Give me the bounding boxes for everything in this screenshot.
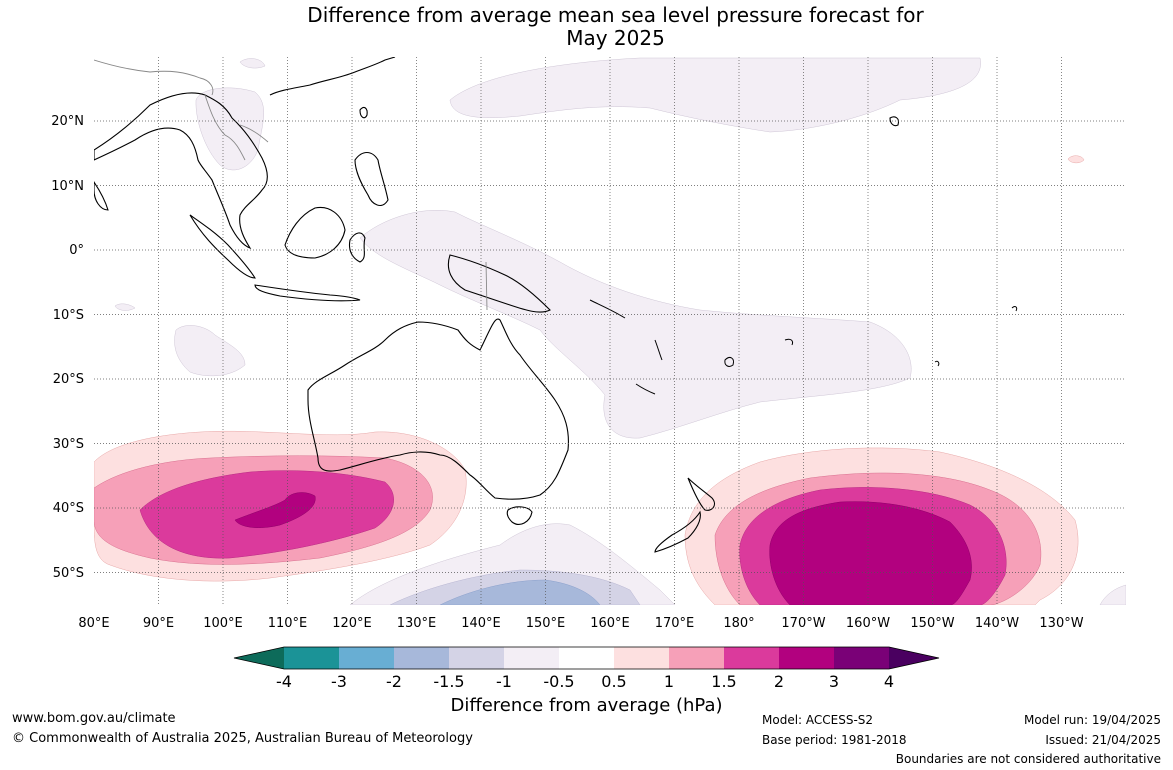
new-guinea-coastline xyxy=(447,254,551,313)
philippines-coastline xyxy=(354,151,389,206)
colorbar-tick-label: -2 xyxy=(386,672,402,691)
colorbar-extend-high xyxy=(889,647,939,669)
lon-tick-label: 160°W xyxy=(846,616,890,631)
title-line-1: Difference from average mean sea level p… xyxy=(307,3,924,27)
lat-tick-label: 10°S xyxy=(53,308,84,323)
graticule xyxy=(94,57,1126,605)
colorbar-title: Difference from average (hPa) xyxy=(450,695,723,716)
colorbar-outline xyxy=(233,646,940,670)
lon-tick-label: 100°E xyxy=(203,616,243,631)
sumatra-coastline xyxy=(189,214,256,279)
lon-tick-label: 80°E xyxy=(78,616,109,631)
lat-tick-label: 40°S xyxy=(53,501,84,516)
colorbar-segment xyxy=(559,647,614,669)
map-title: Difference from average mean sea level p… xyxy=(0,4,1173,50)
base-period-text: Base period: 1981-2018 xyxy=(762,733,907,747)
lon-tick-label: 120°E xyxy=(332,616,372,631)
colorbar-segment xyxy=(834,647,889,669)
lon-tick-label: 170°E xyxy=(655,616,695,631)
lat-tick-label: 10°N xyxy=(51,179,84,194)
hawaii-coastline xyxy=(889,116,899,127)
colorbar-tick-label: 0.5 xyxy=(601,672,626,691)
copyright-text: © Commonwealth of Australia 2025, Austra… xyxy=(12,731,473,746)
colorbar-tick-label: -3 xyxy=(331,672,347,691)
china-coastline xyxy=(269,57,396,96)
colorbar-segment xyxy=(724,647,779,669)
lon-tick-label: 150°E xyxy=(526,616,566,631)
lon-tick-label: 90°E xyxy=(143,616,174,631)
disclaimer-text: Boundaries are not considered authoritat… xyxy=(895,752,1161,766)
colorbar-tick-label: 2 xyxy=(774,672,784,691)
title-line-2: May 2025 xyxy=(566,26,665,50)
india-coastline xyxy=(94,181,109,211)
australia-coastline xyxy=(307,318,569,500)
colorbar-extend-low xyxy=(234,647,284,669)
borneo-coastline xyxy=(284,206,346,259)
colorbar-segment xyxy=(449,647,504,669)
taiwan-coastline xyxy=(359,106,368,119)
lon-tick-label: 180° xyxy=(723,616,754,631)
anomaly-light-blue xyxy=(439,579,601,605)
lat-tick-label: 20°N xyxy=(51,114,84,129)
map-area xyxy=(94,57,1126,605)
latitude-labels: 20°N 10°N 0° 10°S 20°S 30°S 40°S 50°S xyxy=(51,114,84,581)
tasmania-coastline xyxy=(506,506,533,525)
anomaly-small-pink xyxy=(1067,155,1085,164)
colorbar-segment xyxy=(339,647,394,669)
colorbar-tick-label: -4 xyxy=(276,672,292,691)
java-coastline xyxy=(254,284,361,302)
islands xyxy=(589,299,1018,395)
anomaly-west-high xyxy=(94,430,467,582)
anomaly-east-high xyxy=(684,447,1079,605)
lat-tick-label: 30°S xyxy=(53,437,84,452)
lon-tick-label: 140°W xyxy=(975,616,1019,631)
colorbar: -4 -3 -2 -1.5 -1 -0.5 0.5 1 1.5 2 3 4 xyxy=(233,646,940,691)
model-text: Model: ACCESS-S2 xyxy=(762,713,874,727)
colorbar-segment xyxy=(614,647,669,669)
colorbar-tick-label: -1.5 xyxy=(433,672,464,691)
lon-tick-label: 130°E xyxy=(397,616,437,631)
colorbar-tick-label: -1 xyxy=(496,672,512,691)
lon-tick-label: 140°E xyxy=(461,616,501,631)
new-zealand-south-coastline xyxy=(654,510,701,553)
lon-tick-label: 130°W xyxy=(1039,616,1083,631)
longitude-labels: 80°E 90°E 100°E 110°E 120°E 130°E 140°E … xyxy=(78,616,1083,631)
colorbar-segment xyxy=(669,647,724,669)
colorbar-segment xyxy=(284,647,339,669)
colorbar-segment xyxy=(504,647,559,669)
colorbar-tick-label: 1.5 xyxy=(711,672,736,691)
colorbar-segment xyxy=(394,647,449,669)
model-run-text: Model run: 19/04/2025 xyxy=(1023,713,1161,727)
colorbar-segment xyxy=(779,647,834,669)
issued-text: Issued: 21/04/2025 xyxy=(1045,733,1161,747)
colorbar-tick-label: 1 xyxy=(664,672,674,691)
sulawesi-coastline xyxy=(348,232,366,263)
lat-tick-label: 0° xyxy=(69,243,84,258)
lon-tick-label: 150°W xyxy=(910,616,954,631)
website-link[interactable]: www.bom.gov.au/climate xyxy=(12,711,176,726)
lon-tick-label: 170°W xyxy=(781,616,825,631)
colorbar-tick-label: 3 xyxy=(829,672,839,691)
colorbar-tick-label: 4 xyxy=(884,672,894,691)
country-borders xyxy=(94,59,488,311)
anomaly-light-purple xyxy=(114,57,1126,605)
colorbar-tick-label: -0.5 xyxy=(543,672,574,691)
new-zealand-north-coastline xyxy=(687,477,715,511)
lat-tick-label: 20°S xyxy=(53,372,84,387)
lon-tick-label: 160°E xyxy=(590,616,630,631)
lon-tick-label: 110°E xyxy=(268,616,308,631)
lat-tick-label: 50°S xyxy=(53,566,84,581)
